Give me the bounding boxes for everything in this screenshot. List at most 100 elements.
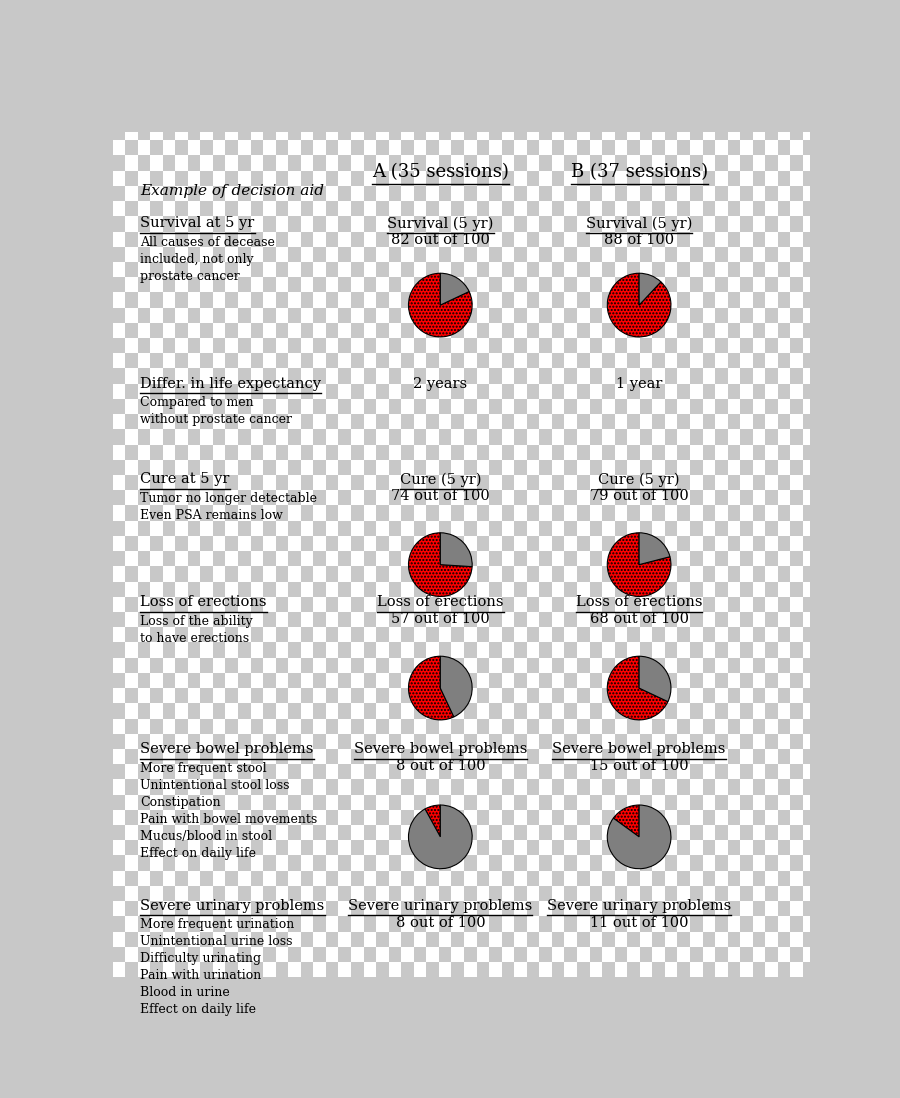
Bar	[138, 475, 150, 490]
Bar	[602, 825, 615, 840]
Bar	[765, 445, 778, 460]
Bar	[452, 704, 464, 718]
Bar	[514, 323, 526, 338]
Bar	[351, 551, 364, 567]
Bar	[564, 354, 577, 369]
Bar	[263, 505, 275, 520]
Bar	[752, 825, 765, 840]
Bar	[627, 247, 640, 262]
Bar	[112, 475, 125, 490]
Text: Loss of erections: Loss of erections	[576, 595, 702, 609]
Bar	[125, 369, 138, 383]
Bar	[765, 567, 778, 582]
Bar	[364, 871, 376, 886]
Bar	[627, 733, 640, 749]
Bar	[250, 429, 263, 445]
Bar	[163, 931, 176, 946]
Bar	[351, 673, 364, 688]
Text: Survival at 5 yr: Survival at 5 yr	[140, 216, 255, 231]
Bar	[238, 718, 250, 733]
Bar	[615, 718, 627, 733]
Bar	[627, 338, 640, 354]
Bar	[539, 962, 552, 977]
Bar	[514, 354, 526, 369]
Bar	[815, 232, 828, 247]
Bar	[716, 354, 728, 369]
Bar	[376, 338, 389, 354]
Bar	[590, 323, 602, 338]
Bar	[338, 170, 351, 186]
Bar	[150, 551, 163, 567]
Bar	[652, 277, 665, 292]
Bar	[414, 901, 427, 917]
Bar	[577, 247, 590, 262]
Bar	[326, 307, 338, 323]
Bar	[728, 825, 740, 840]
Bar	[163, 840, 176, 855]
Bar	[464, 658, 477, 673]
Bar	[201, 886, 213, 901]
Bar	[615, 354, 627, 369]
Bar	[740, 749, 752, 764]
Bar	[112, 871, 125, 886]
Bar	[414, 840, 427, 855]
Bar	[238, 658, 250, 673]
Bar	[615, 536, 627, 551]
Bar	[250, 399, 263, 414]
Bar	[452, 764, 464, 780]
Bar	[163, 597, 176, 612]
Bar	[678, 156, 690, 170]
Bar	[765, 597, 778, 612]
Bar	[301, 338, 313, 354]
Bar	[577, 520, 590, 536]
Bar	[250, 582, 263, 597]
Bar	[477, 946, 489, 962]
Bar	[389, 505, 401, 520]
Bar	[590, 749, 602, 764]
Wedge shape	[409, 533, 472, 596]
Bar	[815, 780, 828, 795]
Bar	[790, 658, 803, 673]
Bar	[778, 338, 790, 354]
Bar	[226, 156, 238, 170]
Bar	[627, 764, 640, 780]
Bar	[389, 627, 401, 642]
Bar	[716, 505, 728, 520]
Bar	[577, 429, 590, 445]
Bar	[577, 612, 590, 627]
Bar	[501, 733, 514, 749]
Bar	[778, 399, 790, 414]
Bar	[250, 886, 263, 901]
Bar	[501, 490, 514, 505]
Bar	[678, 490, 690, 505]
Bar	[552, 673, 564, 688]
Bar	[250, 673, 263, 688]
Bar	[552, 338, 564, 354]
Bar	[176, 277, 188, 292]
Bar	[665, 688, 678, 704]
Bar	[201, 855, 213, 871]
Text: Loss of erections: Loss of erections	[140, 595, 267, 609]
Text: 88 of 100: 88 of 100	[604, 233, 674, 247]
Bar	[427, 156, 439, 170]
Bar	[501, 277, 514, 292]
Bar	[526, 855, 539, 871]
Bar	[427, 673, 439, 688]
Bar	[640, 658, 652, 673]
Bar	[728, 733, 740, 749]
Bar	[803, 429, 815, 445]
Bar	[665, 201, 678, 216]
Bar	[389, 475, 401, 490]
Bar	[201, 277, 213, 292]
Bar	[338, 323, 351, 338]
Bar	[125, 216, 138, 232]
Bar	[238, 567, 250, 582]
Bar	[364, 780, 376, 795]
Bar	[564, 597, 577, 612]
Bar	[740, 323, 752, 338]
Bar	[526, 764, 539, 780]
Bar	[176, 399, 188, 414]
Bar	[564, 658, 577, 673]
Bar	[376, 886, 389, 901]
Bar	[539, 201, 552, 216]
